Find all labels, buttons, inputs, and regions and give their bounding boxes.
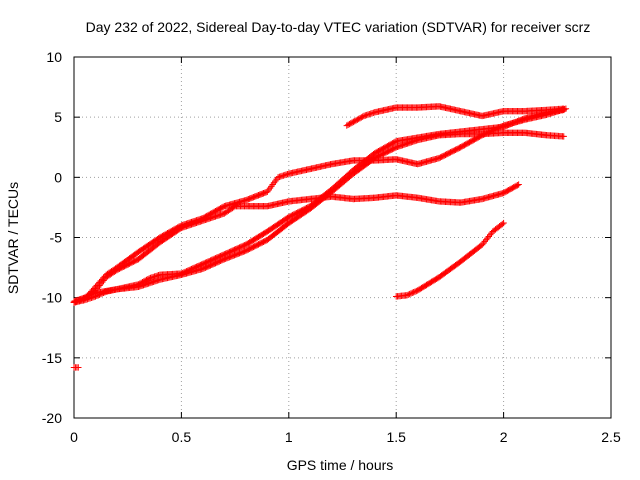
data-point bbox=[89, 286, 96, 294]
series-sat-g bbox=[70, 364, 82, 371]
data-point bbox=[348, 119, 356, 126]
data-point bbox=[92, 293, 99, 300]
data-point bbox=[97, 290, 105, 298]
data-point bbox=[499, 220, 506, 228]
data-point bbox=[560, 105, 567, 112]
data-point bbox=[93, 282, 101, 289]
x-tick-label: 1.5 bbox=[386, 429, 406, 445]
data-point bbox=[136, 280, 143, 287]
data-point bbox=[346, 120, 353, 128]
data-point bbox=[350, 118, 357, 126]
data-point bbox=[144, 275, 152, 283]
axis-ticks bbox=[73, 56, 612, 419]
data-point bbox=[90, 285, 98, 292]
data-point bbox=[352, 117, 360, 124]
y-tick-label: -20 bbox=[42, 410, 62, 426]
data-point bbox=[85, 291, 92, 298]
data-point bbox=[140, 278, 148, 285]
data-point bbox=[96, 279, 103, 286]
data-point bbox=[101, 289, 109, 296]
data-point bbox=[94, 292, 102, 299]
data-point bbox=[141, 277, 149, 284]
data-point bbox=[356, 114, 364, 122]
data-point bbox=[97, 277, 105, 285]
data-point bbox=[354, 116, 361, 123]
y-tick-label: 0 bbox=[54, 169, 62, 185]
x-axis-label: GPS time / hours bbox=[287, 457, 394, 473]
data-point bbox=[75, 364, 82, 371]
y-tick-label: 10 bbox=[46, 49, 62, 65]
x-tick-label: 2.5 bbox=[601, 429, 621, 445]
data-point bbox=[139, 278, 146, 286]
data-point bbox=[93, 292, 101, 300]
x-tick-label: 2 bbox=[500, 429, 508, 445]
data-point bbox=[406, 290, 413, 298]
data-marks bbox=[70, 103, 570, 371]
tick-labels: 0 0.5 1 1.5 2 2.5 -20 -15 -10 -5 0 5 10 bbox=[42, 49, 621, 445]
data-point bbox=[344, 121, 352, 129]
data-point bbox=[409, 289, 416, 297]
data-point bbox=[137, 279, 145, 287]
data-point bbox=[135, 281, 142, 288]
data-point bbox=[515, 181, 522, 188]
data-point bbox=[82, 294, 90, 301]
y-tick-label: 5 bbox=[54, 109, 62, 125]
data-point bbox=[143, 276, 150, 284]
data-point bbox=[405, 291, 412, 298]
data-point bbox=[86, 289, 94, 297]
data-point bbox=[355, 115, 362, 123]
data-point bbox=[407, 290, 415, 297]
data-point bbox=[92, 283, 99, 291]
data-point bbox=[96, 291, 103, 298]
y-tick-label: -10 bbox=[42, 290, 62, 306]
data-point bbox=[359, 113, 366, 120]
data-point bbox=[84, 292, 91, 300]
data-point bbox=[98, 290, 106, 297]
data-point bbox=[94, 280, 102, 288]
data-point bbox=[347, 120, 354, 127]
data-point bbox=[98, 276, 106, 283]
data-point bbox=[410, 289, 417, 296]
data-point bbox=[88, 288, 95, 295]
data-point bbox=[500, 219, 507, 227]
data-point bbox=[403, 292, 411, 299]
chart-title: Day 232 of 2022, Sidereal Day-to-day VTE… bbox=[86, 19, 591, 35]
data-point bbox=[514, 182, 521, 189]
data-point bbox=[100, 289, 107, 297]
data-point bbox=[351, 117, 358, 125]
data-point bbox=[100, 274, 107, 282]
x-tick-label: 0.5 bbox=[172, 429, 192, 445]
series-sat-f bbox=[393, 219, 507, 300]
data-point bbox=[358, 114, 365, 121]
x-tick-label: 1 bbox=[285, 429, 293, 445]
data-point bbox=[411, 288, 419, 295]
y-tick-label: -5 bbox=[50, 230, 63, 246]
x-tick-label: 0 bbox=[70, 429, 78, 445]
y-tick-label: -15 bbox=[42, 350, 62, 366]
data-point bbox=[560, 133, 567, 140]
data-point bbox=[81, 295, 88, 303]
y-axis-label: SDTVAR / TECUs bbox=[5, 182, 21, 294]
data-point bbox=[343, 122, 350, 129]
series-sat-e bbox=[343, 103, 567, 129]
